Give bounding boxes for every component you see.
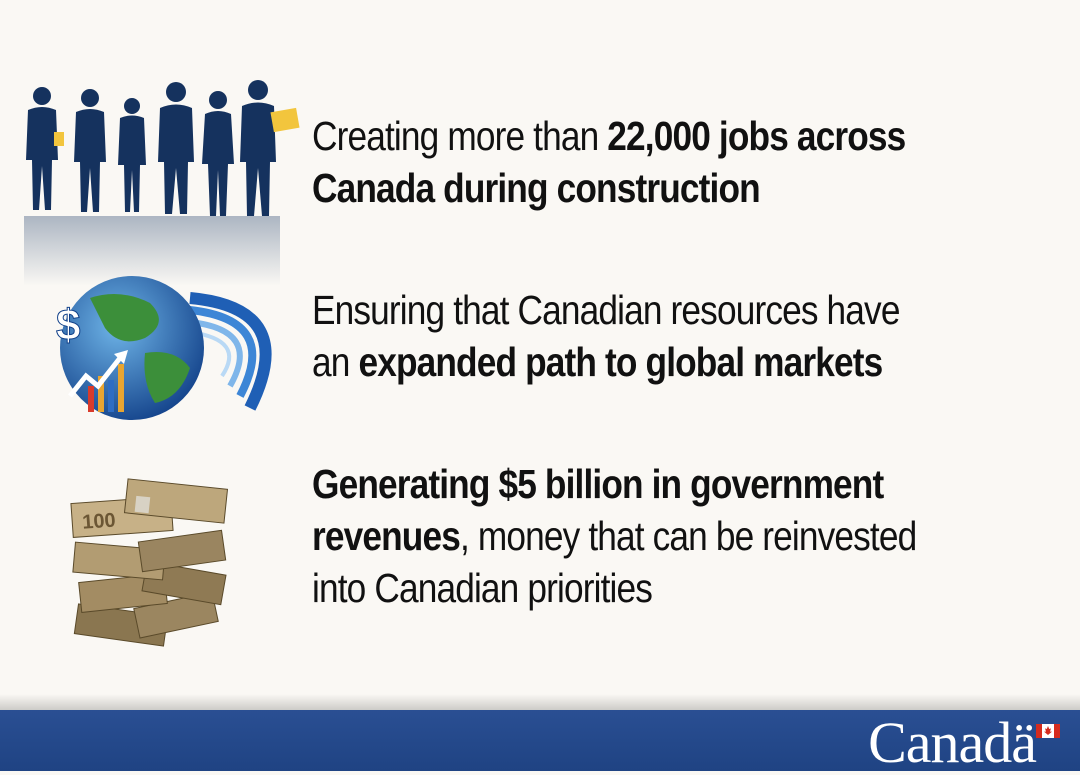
text-segment: an bbox=[312, 339, 359, 385]
footer-shadow bbox=[0, 694, 1080, 710]
business-people-silhouettes-icon bbox=[24, 80, 300, 286]
footer-bar: Canadä bbox=[0, 710, 1080, 775]
text-segment-bold: Generating $5 billion in government bbox=[312, 461, 884, 507]
canadian-money-stack-icon: 100 bbox=[70, 478, 229, 647]
globe-growth-chart-icon: $ bbox=[56, 276, 272, 420]
text-segment-bold: Canada during construction bbox=[312, 165, 761, 211]
markets-text: Ensuring that Canadian resources have an… bbox=[312, 284, 900, 388]
text-segment: Ensuring that Canadian resources have bbox=[312, 287, 900, 333]
text-segment: , money that can be reinvested bbox=[459, 513, 917, 559]
block-markets: $ Ensuring that Canadian resources have … bbox=[0, 262, 1080, 432]
svg-text:100: 100 bbox=[82, 509, 117, 533]
revenues-text: Generating $5 billion in government reve… bbox=[312, 458, 917, 614]
jobs-text: Creating more than 22,000 jobs across Ca… bbox=[312, 110, 906, 214]
text-segment-bold: 22,000 jobs across bbox=[607, 113, 906, 159]
text-segment-bold: revenues bbox=[312, 513, 461, 559]
text-segment: Creating more than bbox=[312, 113, 608, 159]
svg-text:$: $ bbox=[56, 301, 80, 350]
text-segment-bold: expanded path to global markets bbox=[358, 339, 883, 385]
canada-wordmark: Canadä bbox=[868, 710, 1037, 775]
text-segment: into Canadian priorities bbox=[312, 565, 653, 611]
block-jobs: Creating more than 22,000 jobs across Ca… bbox=[0, 60, 1080, 286]
block-revenues: 100 Generating $5 billion in government … bbox=[0, 440, 1080, 670]
canada-flag-icon bbox=[1036, 724, 1060, 738]
